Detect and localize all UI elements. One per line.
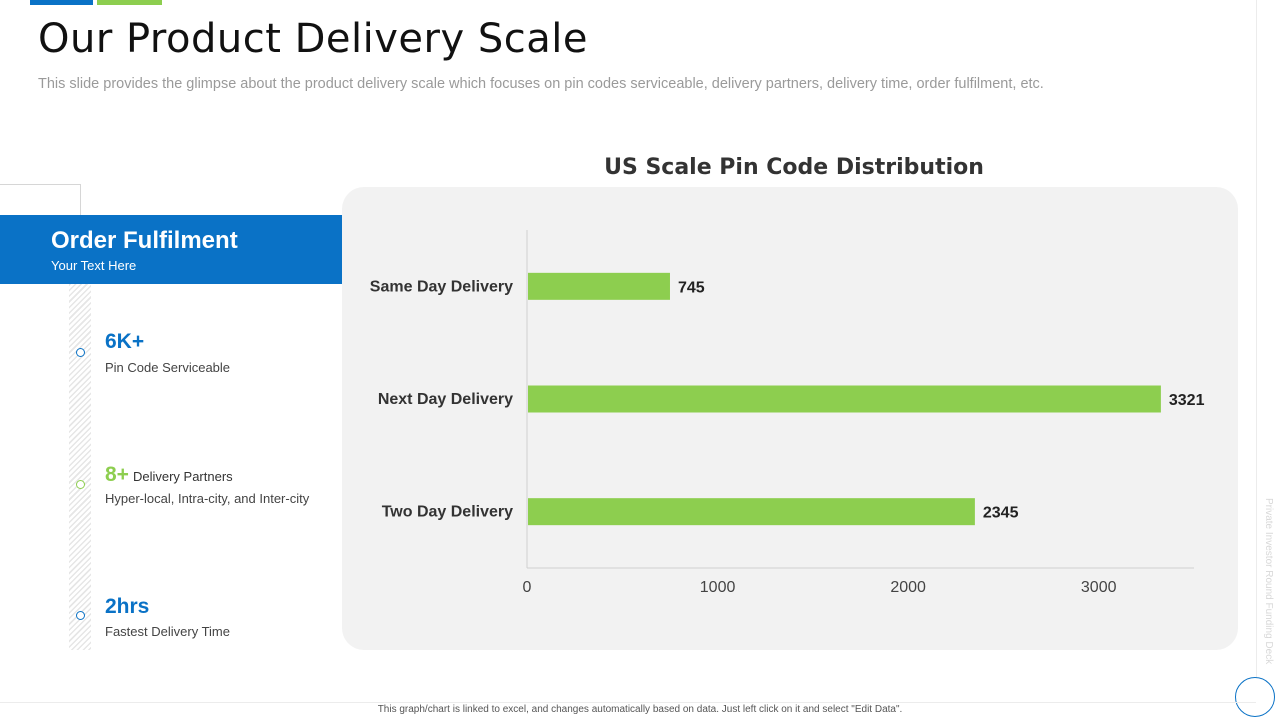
page-title: Our Product Delivery Scale xyxy=(38,16,588,62)
stat-label-delivery-time: Fastest Delivery Time xyxy=(105,624,230,639)
timeline-dot-1 xyxy=(76,348,85,357)
x-tick-label: 3000 xyxy=(1081,579,1117,596)
x-tick-label: 0 xyxy=(523,579,532,596)
right-divider xyxy=(1256,0,1257,680)
footer-divider xyxy=(0,702,1256,703)
timeline-dot-2 xyxy=(76,480,85,489)
category-label: Two Day Delivery xyxy=(382,504,513,521)
chart-title: US Scale Pin Code Distribution xyxy=(604,155,984,180)
order-fulfilment-header: Order Fulfilment Your Text Here xyxy=(0,215,342,284)
data-label: 2345 xyxy=(983,505,1019,522)
corner-circle-decoration xyxy=(1235,677,1275,717)
stat-label-pin-codes: Pin Code Serviceable xyxy=(105,360,231,375)
stat-value-pin-codes: 6K+ xyxy=(105,330,145,353)
category-label: Same Day Delivery xyxy=(370,278,513,295)
data-label: 3321 xyxy=(1169,392,1205,409)
bar-2 xyxy=(528,385,1161,413)
footer-note: This graph/chart is linked to excel, and… xyxy=(377,704,903,715)
frame-corner-decoration xyxy=(0,184,81,216)
bar-3 xyxy=(528,498,975,526)
pin-code-bar-chart: 0 1000 2000 3000 Same Day Delivery 745 Next Da… xyxy=(370,230,1205,596)
chart-panel xyxy=(342,187,1238,650)
data-label: 745 xyxy=(678,279,705,296)
stat-label-delivery-partners: Hyper-local, Intra-city, and Inter-city xyxy=(105,491,310,506)
stat-value-delivery-partners-number: 8+ xyxy=(105,463,129,486)
stat-value-delivery-partners: 8+ Delivery Partners xyxy=(105,463,233,487)
side-watermark-text: Private Investor Round Funding Deck xyxy=(1263,498,1274,665)
timeline-dot-3 xyxy=(76,611,85,620)
stat-value-delivery-time: 2hrs xyxy=(105,595,150,618)
hatched-timeline-bar xyxy=(69,284,91,650)
stat-inline-delivery-partners: Delivery Partners xyxy=(132,469,233,484)
page-subtitle: This slide provides the glimpse about th… xyxy=(38,76,1044,92)
x-tick-label: 1000 xyxy=(700,579,736,596)
category-label: Next Day Delivery xyxy=(378,391,513,408)
accent-bar-green xyxy=(97,0,162,5)
bar-1 xyxy=(528,272,670,300)
accent-bar-blue xyxy=(30,0,93,5)
order-fulfilment-subtitle: Your Text Here xyxy=(51,258,137,273)
x-tick-label: 2000 xyxy=(890,579,926,596)
order-fulfilment-title: Order Fulfilment xyxy=(51,227,238,254)
